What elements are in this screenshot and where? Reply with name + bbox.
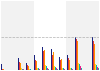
Bar <box>93 41 94 70</box>
Bar <box>42 47 43 70</box>
Bar <box>61 59 62 70</box>
Bar <box>68 58 69 70</box>
Bar <box>45 65 46 70</box>
Bar <box>77 41 78 70</box>
Bar <box>43 51 44 70</box>
Bar <box>56 68 57 70</box>
Bar <box>28 66 29 70</box>
Bar <box>36 61 37 70</box>
Bar <box>39 69 40 70</box>
Bar <box>44 50 45 70</box>
Bar <box>60 60 61 70</box>
Bar <box>66 1 99 70</box>
Bar <box>11 54 12 70</box>
Bar <box>95 64 96 70</box>
Bar <box>78 63 79 70</box>
Bar <box>13 67 14 70</box>
Bar <box>34 55 35 70</box>
Bar <box>18 58 19 70</box>
Bar <box>22 69 23 70</box>
Bar <box>21 68 22 70</box>
Bar <box>96 65 97 70</box>
Bar <box>3 69 4 70</box>
Bar <box>62 68 63 70</box>
Bar <box>15 69 16 70</box>
Bar <box>86 61 87 70</box>
Bar <box>48 69 49 70</box>
Bar <box>35 60 36 70</box>
Bar <box>38 68 39 70</box>
Bar <box>97 67 98 70</box>
Bar <box>76 39 77 70</box>
Bar <box>30 69 31 70</box>
Bar <box>46 66 47 70</box>
Bar <box>63 68 64 70</box>
Bar <box>53 52 54 70</box>
Bar <box>64 69 65 70</box>
Bar <box>26 63 27 70</box>
Bar <box>29 69 30 70</box>
Bar <box>2 69 3 70</box>
Bar <box>1 64 2 70</box>
Bar <box>94 44 95 70</box>
Bar <box>59 57 60 70</box>
Bar <box>47 68 48 70</box>
Bar <box>67 55 68 70</box>
Bar <box>70 68 71 70</box>
Bar <box>79 64 80 70</box>
Bar <box>88 65 89 70</box>
Bar <box>71 68 72 70</box>
Bar <box>19 62 20 70</box>
Bar <box>72 69 73 70</box>
Bar <box>52 55 53 70</box>
Bar <box>54 66 55 70</box>
Bar <box>1 1 34 70</box>
Bar <box>20 63 21 70</box>
Bar <box>23 69 24 70</box>
Bar <box>51 49 52 70</box>
Bar <box>98 68 99 70</box>
Bar <box>55 67 56 70</box>
Bar <box>81 68 82 70</box>
Bar <box>80 66 81 70</box>
Bar <box>57 69 58 70</box>
Bar <box>69 60 70 70</box>
Bar <box>75 37 76 70</box>
Bar <box>84 22 85 70</box>
Bar <box>92 37 93 70</box>
Bar <box>37 68 38 70</box>
Bar <box>27 65 28 70</box>
Bar <box>34 1 66 70</box>
